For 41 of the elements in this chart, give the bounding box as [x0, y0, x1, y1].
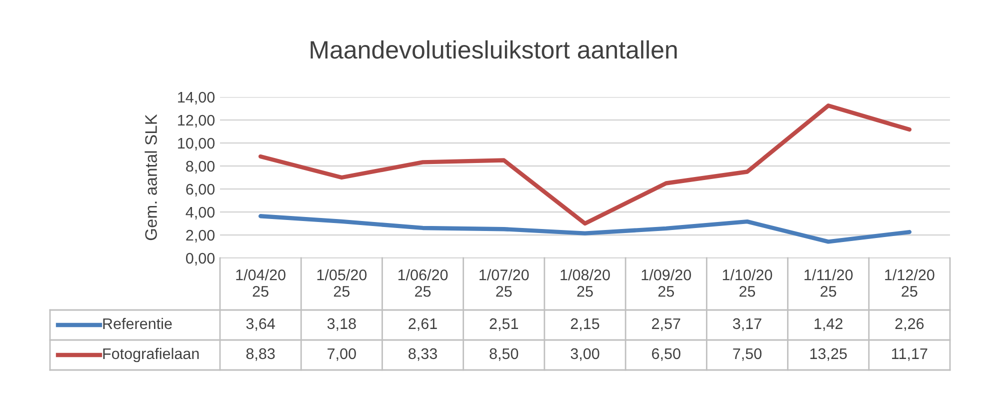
data-label: 1,42 [814, 318, 842, 331]
data-label: 2,15 [570, 318, 600, 331]
y-tick-label: 0,00 [186, 252, 215, 266]
data-label: 2,26 [895, 318, 924, 331]
data-label: 13,25 [810, 348, 847, 361]
data-label: 8,33 [408, 348, 437, 361]
y-tick-label: 14,00 [178, 92, 215, 104]
y-tick-label: 8,00 [186, 160, 215, 174]
data-label: 3,00 [570, 348, 600, 361]
data-label: 7,00 [328, 348, 356, 361]
line-series [258, 214, 912, 244]
x-tick-label: 1/11/2025 [804, 269, 853, 297]
y-tick-label: 4,00 [186, 206, 215, 220]
x-tick-label: 1/10/2025 [722, 269, 772, 297]
data-label: 2,51 [490, 318, 518, 331]
y-tick-label: 12,00 [178, 114, 215, 128]
x-tick-label: 1/04/2025 [236, 269, 286, 297]
x-tick-label: 1/12/2025 [885, 269, 934, 297]
data-label: 11,17 [892, 348, 928, 361]
data-label: 8,83 [246, 348, 275, 361]
x-tick-label: 1/09/2025 [642, 269, 692, 297]
x-tick-label: 1/06/2025 [398, 269, 448, 297]
legend-label: Fotografielaan [103, 348, 199, 362]
x-tick-label: 1/07/2025 [480, 269, 529, 297]
data-label: 2,57 [652, 318, 680, 331]
data-label: 2,61 [408, 318, 437, 331]
x-tick-label: 1/08/2025 [560, 269, 610, 297]
y-tick-label: 10,00 [178, 138, 215, 150]
line-series [258, 104, 912, 226]
data-label: 7,50 [733, 348, 762, 361]
data-label: 3,64 [246, 318, 275, 331]
y-tick-label: 6,00 [186, 184, 215, 196]
data-label: 3,18 [327, 318, 356, 331]
x-tick-label: 1/05/2025 [317, 269, 367, 297]
chart-title: Maandevolutiesluikstort aantallen [310, 40, 677, 59]
data-label: 3,17 [732, 318, 762, 331]
data-label: 8,50 [490, 348, 518, 361]
y-axis-title: Gem. aantal SLK [144, 114, 157, 240]
data-label: 6,50 [652, 348, 680, 361]
y-tick-label: 2,00 [186, 230, 215, 242]
legend-label: Referentie [103, 318, 172, 330]
